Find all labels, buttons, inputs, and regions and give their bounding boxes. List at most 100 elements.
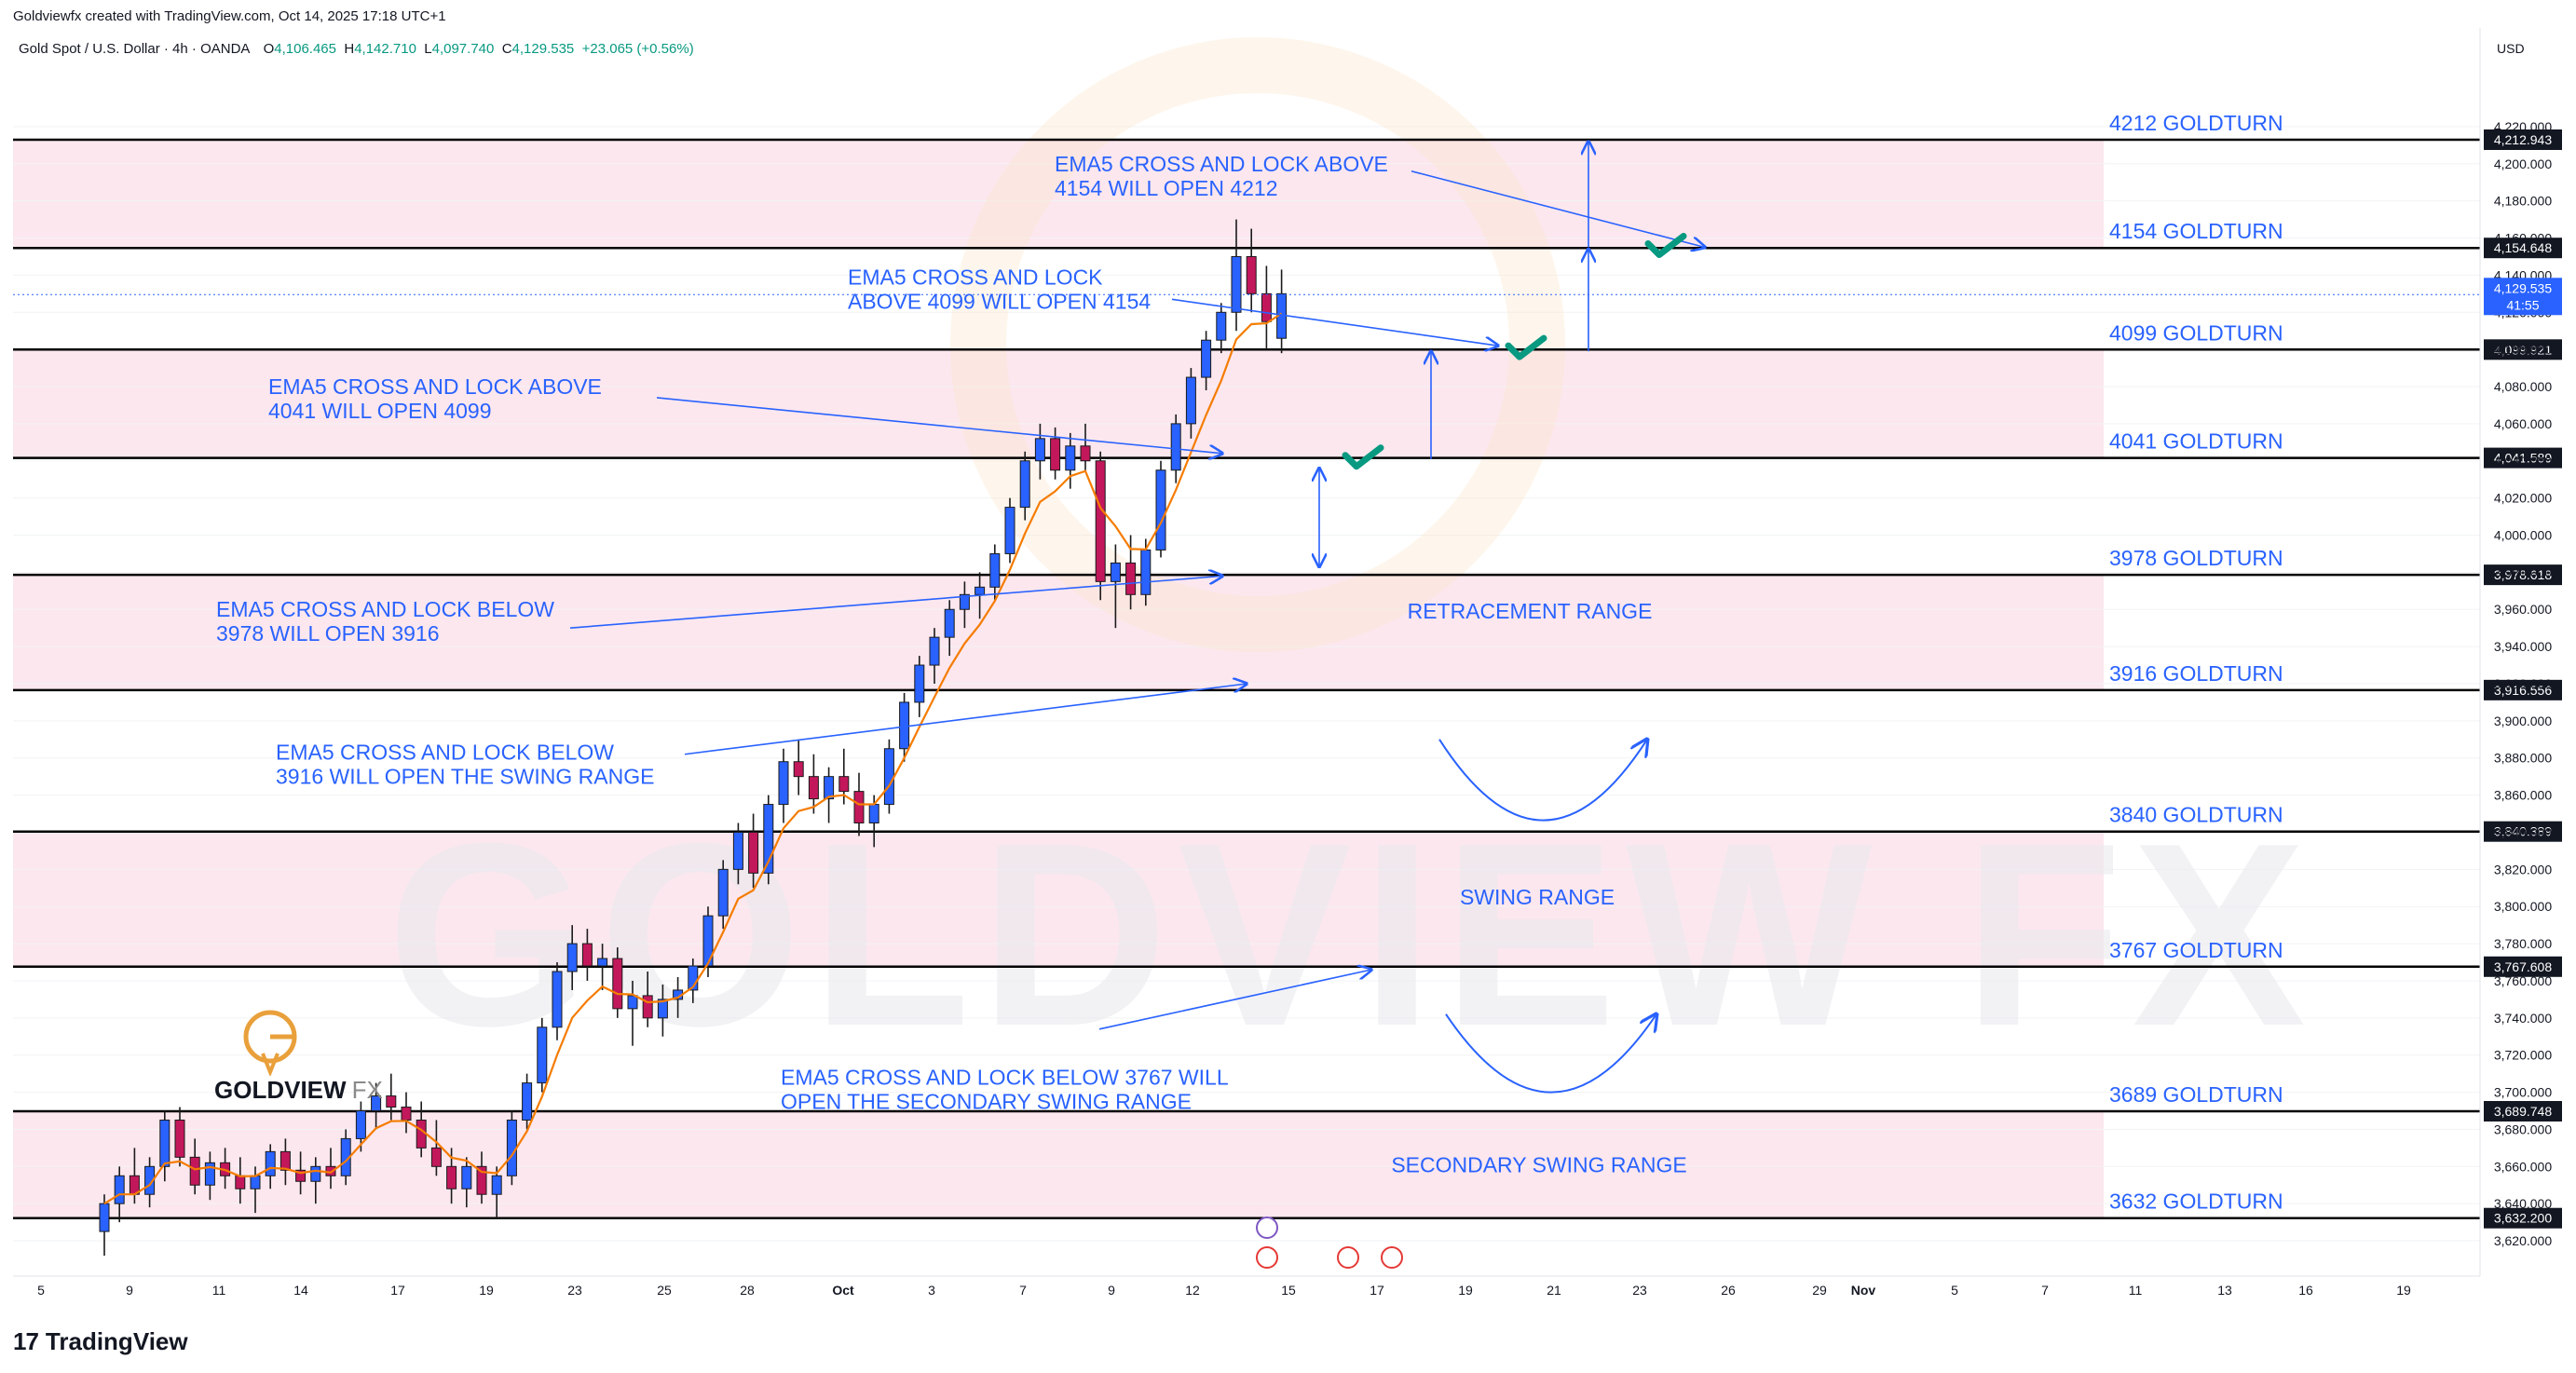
candle-body[interactable] — [702, 915, 714, 967]
annotation-text[interactable]: 4041 WILL OPEN 4099 — [268, 399, 492, 423]
candle-body[interactable] — [401, 1107, 412, 1121]
candle-body[interactable] — [717, 868, 729, 917]
candle-body[interactable] — [1155, 469, 1166, 551]
candle-body[interactable] — [566, 943, 578, 972]
annotation-text[interactable]: EMA5 CROSS AND LOCK BELOW — [276, 741, 614, 765]
candle-body[interactable] — [1050, 438, 1061, 471]
candles[interactable] — [99, 219, 1288, 1256]
candle-body[interactable] — [174, 1119, 185, 1158]
candle-body[interactable] — [929, 636, 940, 666]
economic-event-icon[interactable] — [1381, 1246, 1403, 1269]
candle-body[interactable] — [808, 776, 819, 800]
candle-body[interactable] — [1034, 438, 1045, 462]
candle-body[interactable] — [824, 776, 835, 800]
candle-body[interactable] — [883, 748, 894, 806]
candle-body[interactable] — [612, 958, 623, 1010]
candle-body[interactable] — [1095, 460, 1106, 582]
annotation-text[interactable]: EMA5 CROSS AND LOCK — [848, 265, 1103, 289]
economic-event-icon[interactable] — [1256, 1246, 1278, 1269]
candle-body[interactable] — [838, 776, 850, 793]
candle-body[interactable] — [1080, 445, 1091, 462]
candle-body[interactable] — [114, 1175, 125, 1204]
candle-body[interactable] — [204, 1162, 215, 1186]
candle-body[interactable] — [1004, 507, 1015, 554]
candle-body[interactable] — [853, 791, 865, 824]
candle-body[interactable] — [279, 1150, 291, 1171]
candle-body[interactable] — [732, 831, 743, 870]
economic-event-icon[interactable] — [1337, 1246, 1359, 1269]
candle-body[interactable] — [1065, 445, 1076, 471]
candle-body[interactable] — [552, 971, 563, 1028]
candle-body[interactable] — [959, 593, 970, 610]
annotation-text[interactable]: EMA5 CROSS AND LOCK ABOVE — [268, 374, 602, 399]
candle-body[interactable] — [1201, 339, 1212, 378]
annotation-text[interactable]: 3978 WILL OPEN 3916 — [216, 621, 440, 646]
candle-body[interactable] — [537, 1026, 548, 1084]
candle-body[interactable] — [597, 958, 608, 967]
candle-body[interactable] — [189, 1156, 200, 1186]
candle-body[interactable] — [989, 552, 1001, 588]
candle-body[interactable] — [1261, 292, 1272, 322]
candle-body[interactable] — [371, 1095, 382, 1112]
candle-body[interactable] — [642, 995, 653, 1019]
candle-body[interactable] — [310, 1165, 321, 1182]
candle-body[interactable] — [1185, 376, 1196, 425]
annotation-text[interactable]: OPEN THE SECONDARY SWING RANGE — [781, 1090, 1192, 1114]
candle-body[interactable] — [748, 831, 759, 874]
candle-body[interactable] — [1125, 562, 1137, 595]
annotation-text[interactable]: EMA5 CROSS AND LOCK BELOW 3767 WILL — [781, 1066, 1229, 1090]
price-axis[interactable]: 3,620.000 3,640.000 3,660.000 3,680.000 3,70… — [13, 28, 2562, 1276]
candle-body[interactable] — [235, 1175, 246, 1189]
candle-body[interactable] — [1170, 423, 1181, 471]
annotation-text[interactable]: EMA5 CROSS AND LOCK ABOVE — [1055, 152, 1388, 176]
candle-body[interactable] — [522, 1082, 533, 1121]
annotation-text[interactable]: 4154 WILL OPEN 4212 — [1055, 176, 1278, 200]
tradingview-footer[interactable]: 17 TradingView — [13, 1323, 188, 1360]
candle-body[interactable] — [295, 1169, 307, 1182]
candle-body[interactable] — [1231, 255, 1242, 313]
economic-event-icon[interactable] — [1256, 1217, 1278, 1239]
candle-body[interactable] — [99, 1203, 110, 1232]
candle-body[interactable] — [476, 1165, 487, 1195]
candle-body[interactable] — [899, 701, 910, 750]
candle-body[interactable] — [868, 804, 879, 824]
candle-body[interactable] — [491, 1175, 502, 1195]
candle-body[interactable] — [265, 1150, 276, 1176]
candle-body[interactable] — [159, 1119, 170, 1167]
arrow-line[interactable] — [684, 684, 1247, 755]
candle-body[interactable] — [627, 995, 638, 1010]
candle-body[interactable] — [1216, 311, 1227, 341]
candle-body[interactable] — [944, 608, 955, 638]
candle-body[interactable] — [914, 664, 925, 703]
candle-body[interactable] — [793, 761, 804, 778]
candle-body[interactable] — [657, 999, 668, 1019]
goldturn-levels[interactable]: 4212 GOLDTURN 4,212.943 4154 GOLDTURN 4,154… — [13, 111, 2562, 1229]
arrow-line[interactable] — [1411, 170, 1705, 248]
candle-body[interactable] — [1110, 562, 1121, 582]
annotation-text[interactable]: ABOVE 4099 WILL OPEN 4154 — [848, 289, 1151, 313]
candle-body[interactable] — [1019, 460, 1030, 509]
currency-button[interactable]: USD — [2497, 41, 2525, 56]
arrow-line[interactable] — [569, 576, 1222, 629]
candle-body[interactable] — [416, 1119, 427, 1149]
candle-body[interactable] — [778, 761, 789, 806]
candle-body[interactable] — [461, 1165, 472, 1189]
swing-curve-arrow[interactable] — [1438, 740, 1647, 822]
arrow-line[interactable] — [1098, 970, 1371, 1030]
candle-body[interactable] — [386, 1095, 397, 1108]
annotation-text[interactable]: 3916 WILL OPEN THE SWING RANGE — [276, 765, 654, 789]
candle-body[interactable] — [144, 1165, 156, 1195]
swing-curve-arrow[interactable] — [1445, 1014, 1656, 1094]
candle-body[interactable] — [1246, 255, 1257, 294]
candle-body[interactable] — [1140, 549, 1152, 595]
candle-body[interactable] — [430, 1147, 442, 1167]
annotation-text[interactable]: EMA5 CROSS AND LOCK BELOW — [216, 597, 554, 621]
candle-body[interactable] — [975, 586, 986, 595]
candle-body[interactable] — [506, 1119, 517, 1176]
candle-body[interactable] — [581, 943, 593, 967]
candle-body[interactable] — [250, 1175, 261, 1189]
candle-body[interactable] — [446, 1165, 457, 1189]
symbol-name[interactable]: Gold Spot / U.S. Dollar · 4h · OANDA — [19, 41, 251, 57]
